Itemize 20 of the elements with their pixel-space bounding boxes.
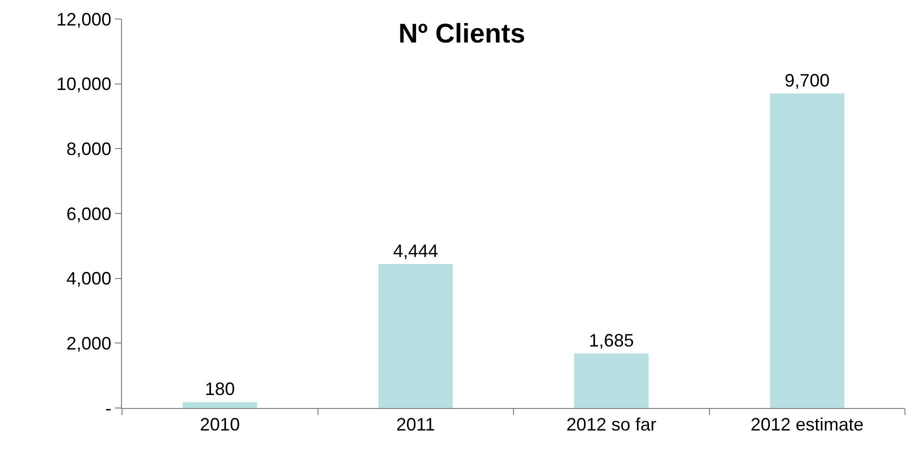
y-tick-label: 12,000 [56, 9, 112, 30]
data-label: 9,700 [784, 70, 830, 91]
y-tick-label: 4,000 [66, 268, 112, 289]
bar [182, 402, 258, 408]
data-label: 1,685 [588, 330, 634, 350]
bar [378, 264, 453, 408]
chart-title: Nº Clients [398, 18, 526, 49]
bar [574, 353, 649, 408]
y-tick-label: 10,000 [56, 74, 112, 94]
y-tick-label: 2,000 [66, 333, 112, 354]
y-tick-label: 6,000 [66, 204, 112, 224]
x-tick-label: 2011 [396, 414, 435, 435]
y-tick-label: - [105, 398, 112, 418]
y-tick-label: 8,000 [66, 138, 112, 159]
x-tick-label: 2012 so far [566, 414, 656, 435]
data-label: 4,444 [393, 240, 438, 261]
x-tick-label: 2010 [200, 414, 240, 435]
data-label: 180 [204, 379, 235, 400]
x-tick-label: 2012 estimate [750, 414, 864, 435]
bar [770, 94, 844, 408]
